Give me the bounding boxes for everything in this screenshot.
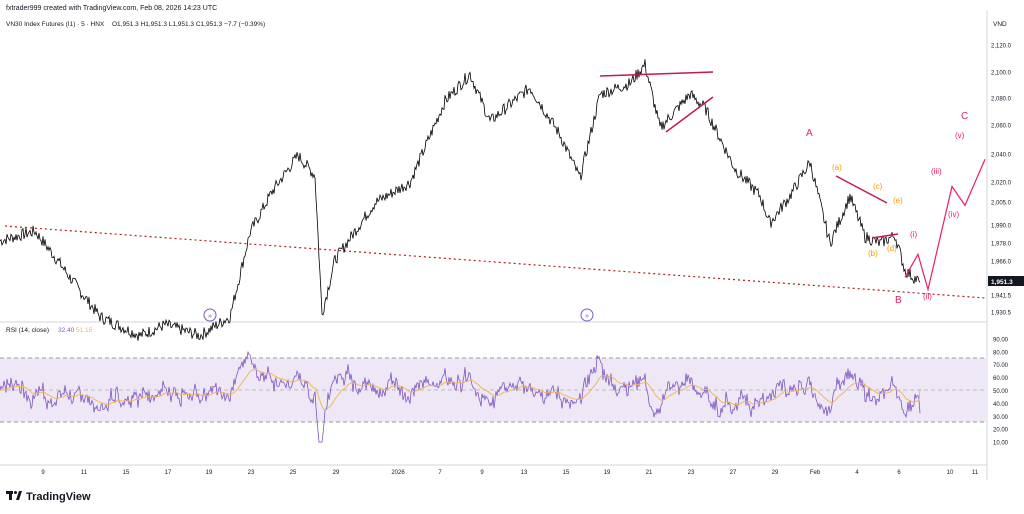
wave-label-v: (v) [955, 131, 965, 140]
rsi-tick-label: 70.00 [993, 363, 1009, 369]
last-price-tag: 1,951.3 [988, 276, 1024, 286]
wave-label-C: C [961, 111, 968, 122]
price-tick-label: 2,020.0 [991, 181, 1012, 187]
time-tick-label: 9 [41, 470, 45, 476]
rsi-tick-label: 20.00 [993, 428, 1009, 434]
tradingview-logo: TradingView [6, 491, 91, 503]
price-tick-label: 1,966.0 [991, 260, 1012, 266]
wave-label-A: A [806, 128, 813, 139]
time-tick-label: 19 [604, 470, 611, 476]
time-tick-label: 2026 [391, 470, 405, 476]
time-tick-label: 17 [165, 470, 172, 476]
time-tick-label: 6 [897, 470, 901, 476]
wave-label-B: B [895, 295, 902, 306]
wave-projection-path[interactable] [904, 159, 986, 292]
wave-label-a: (a) [832, 163, 842, 172]
price-tick-label: 1,978.0 [991, 242, 1012, 248]
brand-name: TradingView [26, 491, 91, 503]
svg-text:»: » [208, 313, 212, 320]
rsi-tick-label: 90.00 [993, 337, 1009, 343]
rsi-tick-label: 80.00 [993, 350, 1009, 356]
price-tick-label: 2,005.0 [991, 201, 1012, 207]
rsi-tick-label: 40.00 [993, 402, 1009, 408]
last-price-value: 1,951.3 [991, 279, 1013, 286]
time-tick-label: 11 [972, 470, 979, 476]
dotted-trendline[interactable] [4, 225, 986, 299]
time-tick-label: 10 [947, 470, 954, 476]
time-tick-label: 4 [855, 470, 859, 476]
rising-trendline[interactable] [665, 96, 714, 133]
rsi-tick-label: 60.00 [993, 376, 1009, 382]
currency-label: VND [993, 21, 1007, 28]
wave-label-iv: (iv) [948, 210, 959, 219]
time-tick-label: 21 [646, 470, 653, 476]
top-trendline[interactable] [599, 71, 714, 77]
price-tick-label: 2,040.0 [991, 153, 1012, 159]
wave-label-iii: (iii) [931, 167, 942, 176]
wave-label-c: (c) [873, 182, 883, 191]
time-tick-label: Feb [810, 470, 821, 476]
triangle-lower-line[interactable] [871, 233, 899, 239]
rsi-line [0, 351, 921, 443]
time-tick-label: 29 [772, 470, 779, 476]
price-series [0, 59, 921, 341]
svg-text:»: » [585, 313, 589, 320]
price-tick-label: 2,100.0 [991, 71, 1012, 77]
time-tick-label: 19 [206, 470, 213, 476]
time-tick-label: 15 [123, 470, 130, 476]
time-tick-label: 23 [248, 470, 255, 476]
price-tick-label: 1,990.0 [991, 224, 1012, 230]
session-break-marker[interactable]: » [203, 308, 217, 322]
rsi-ma-line [0, 368, 921, 410]
time-tick-label: 7 [438, 470, 442, 476]
time-tick-label: 25 [290, 470, 297, 476]
ohlc-readout: O1,951.3 H1,951.3 L1,951.3 C1,951.3 −7.7… [112, 21, 265, 28]
time-tick-label: 29 [333, 470, 340, 476]
price-tick-label: 1,930.5 [991, 311, 1012, 317]
price-tick-label: 1,941.5 [991, 294, 1012, 300]
rsi-tick-label: 30.00 [993, 415, 1009, 421]
time-tick-label: 15 [563, 470, 570, 476]
wave-label-d: (d) [887, 244, 897, 253]
price-tick-label: 2,080.0 [991, 97, 1012, 103]
time-tick-label: 13 [521, 470, 528, 476]
wave-label-e: (e) [893, 196, 903, 205]
rsi-series [0, 351, 921, 443]
rsi-axis[interactable]: 90.00 80.00 70.00 60.00 50.00 40.00 30.00 20.00… [993, 337, 1009, 446]
price-line [0, 59, 921, 341]
price-tick-label: 2,120.0 [991, 44, 1012, 50]
time-tick-label: 11 [81, 470, 88, 476]
rsi-value: 32.40 [58, 327, 75, 334]
price-axis[interactable]: 2,120.0 2,100.0 2,080.0 2,060.0 2,040.0 2,020… [991, 44, 1012, 317]
time-tick-label: 9 [480, 470, 484, 476]
session-break-marker[interactable]: » [580, 308, 594, 322]
time-axis[interactable]: 9 11 15 17 19 23 25 29 2026 7 9 13 15 19 21 23 27 29 Feb 4 6… [41, 470, 978, 476]
price-tick-label: 2,060.0 [991, 124, 1012, 130]
wave-label-ii: (ii) [923, 292, 932, 301]
rsi-ma-value: 51.15 [76, 327, 93, 334]
wave-label-i: (i) [910, 230, 917, 239]
wave-label-b: (b) [868, 249, 878, 258]
time-tick-label: 23 [688, 470, 695, 476]
rsi-tick-label: 50.00 [993, 389, 1009, 395]
triangle-upper-line[interactable] [835, 175, 888, 204]
time-tick-label: 27 [730, 470, 737, 476]
chart-credit: fxtrader999 created with TradingView.com… [6, 5, 217, 12]
rsi-label[interactable]: RSI (14, close) [6, 327, 49, 334]
rsi-tick-label: 10.00 [993, 441, 1009, 447]
symbol-title[interactable]: VN30 Index Futures (I1) · 5 · HNX [6, 21, 105, 28]
